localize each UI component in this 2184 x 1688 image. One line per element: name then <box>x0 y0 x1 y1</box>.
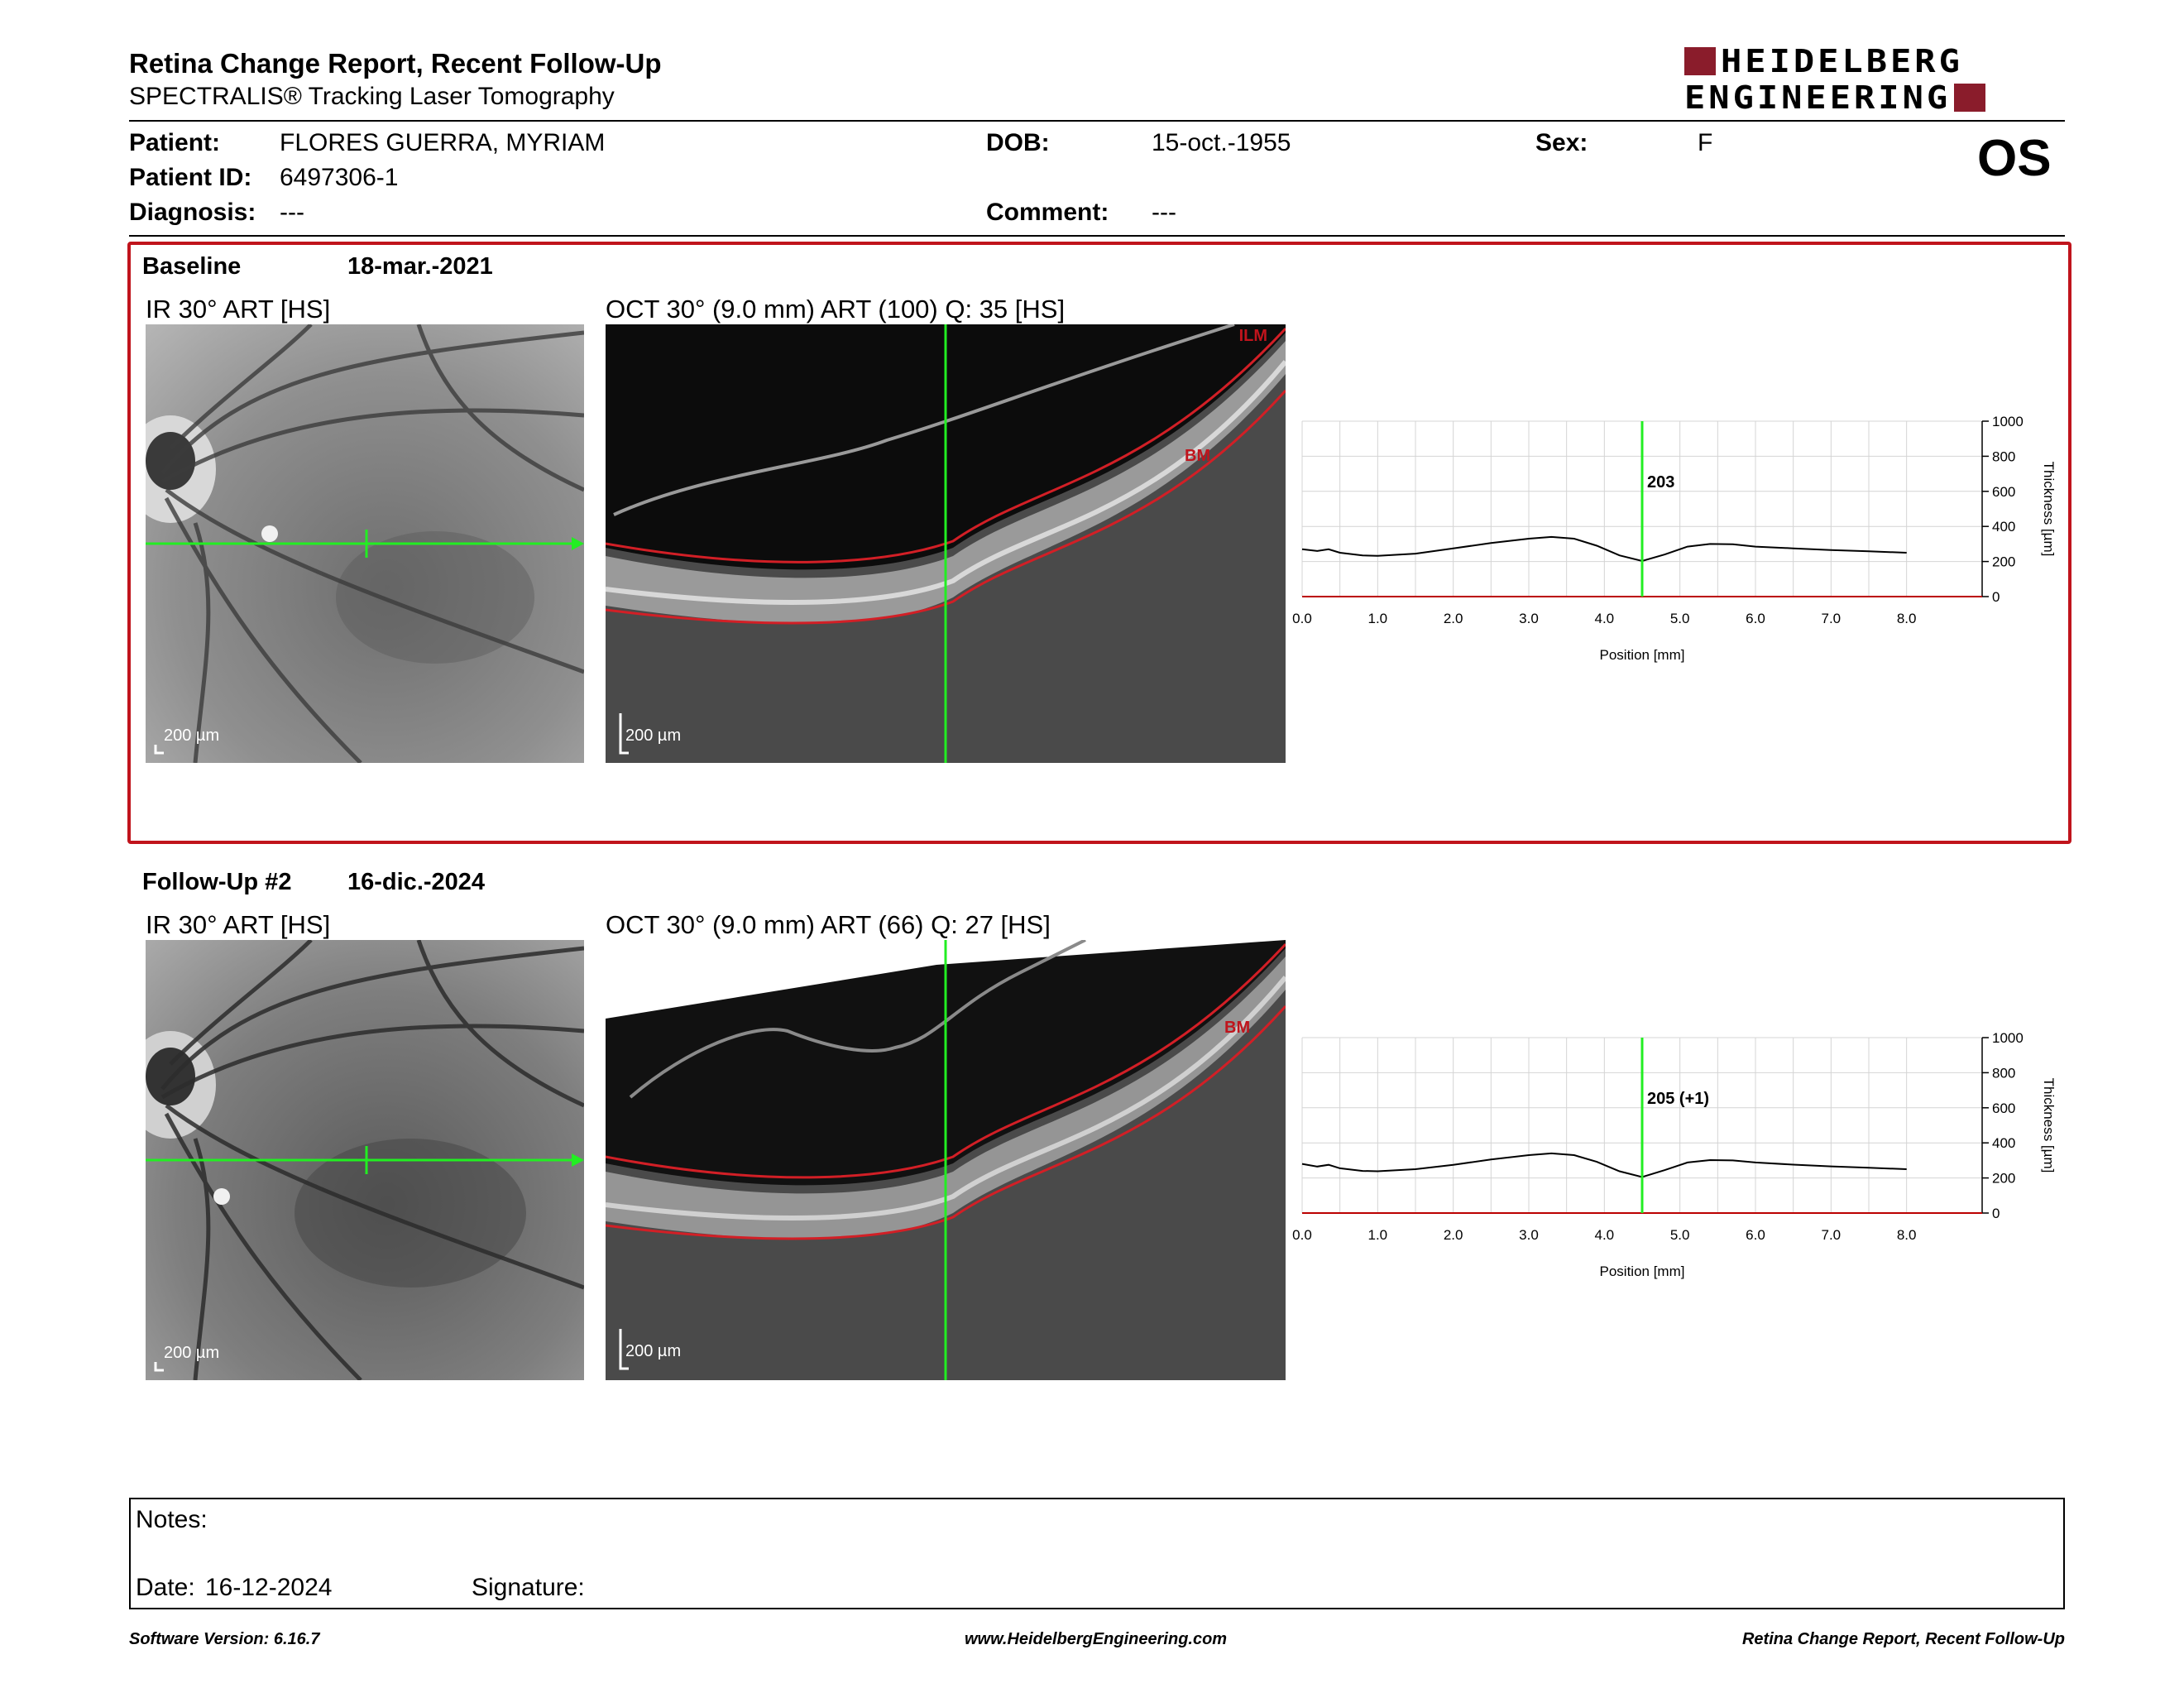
followup-date: 16-dic.-2024 <box>347 869 486 895</box>
baseline-x-tick-label: 8.0 <box>1897 611 1917 626</box>
followup-marker-label: 205 (+1) <box>1647 1090 1709 1108</box>
baseline-label: Baseline <box>142 253 242 280</box>
baseline-thickness-line <box>1301 535 1907 563</box>
followup-ir-title: IR 30° ART [HS] <box>146 910 331 939</box>
followup-y-tick-label: 200 <box>1992 1171 2015 1187</box>
followup-x-tick-label: 6.0 <box>1746 1227 1765 1243</box>
baseline-x-tick-label: 3.0 <box>1519 611 1539 626</box>
dob-value: 15-oct.-1955 <box>1152 129 1291 156</box>
report-subtitle: SPECTRALIS® Tracking Laser Tomography <box>129 83 615 110</box>
baseline-marker-label: 203 <box>1647 473 1674 492</box>
baseline-x-tick-label: 0.0 <box>1292 611 1312 626</box>
notes-label: Notes: <box>136 1506 208 1533</box>
diagnosis-label: Diagnosis: <box>129 199 256 226</box>
followup-x-tick-label: 4.0 <box>1595 1227 1615 1243</box>
followup-thickness-chart: 0 200 400 600 800 1000 0.0 1.0 2.0 3.0 4.0 5.0 6.0 7.… <box>1292 1030 2057 1279</box>
baseline-x-tick-label: 7.0 <box>1822 611 1842 626</box>
followup-y-tick-label: 1000 <box>1992 1030 2024 1046</box>
comment-value: --- <box>1152 199 1176 226</box>
baseline-y-tick-label: 600 <box>1992 484 2015 500</box>
followup-y-tick-label: 800 <box>1992 1065 2015 1081</box>
report-title: Retina Change Report, Recent Follow-Up <box>129 48 662 79</box>
logo-square-icon <box>1954 84 1986 112</box>
patient-name: FLORES GUERRA, MYRIAM <box>280 129 606 156</box>
baseline-y-tick-label: 0 <box>1992 589 2000 605</box>
diagnosis-value: --- <box>280 199 304 226</box>
info-divider <box>129 235 2065 237</box>
baseline-panel <box>127 242 2071 844</box>
patient-label: Patient: <box>129 129 221 156</box>
notes-box[interactable]: Notes: Date: 16-12-2024 Signature: <box>129 1498 2065 1609</box>
logo-line2: ENGINEERING <box>1684 79 1952 117</box>
header-divider <box>129 120 2065 122</box>
sex-label: Sex: <box>1535 129 1588 156</box>
baseline-ir-image: 200 µm <box>146 324 584 763</box>
heidelberg-logo: HEIDELBERG ENGINEERING <box>1684 43 2068 116</box>
baseline-y-tick-label: 1000 <box>1992 414 2024 429</box>
eye-indicator: OS <box>1977 130 2052 187</box>
followup-x-tick-label: 2.0 <box>1444 1227 1463 1243</box>
baseline-y-tick-label: 200 <box>1992 554 2015 570</box>
followup-x-tick-label: 7.0 <box>1822 1227 1842 1243</box>
followup-ir-image: 200 µm <box>146 940 584 1380</box>
patient-id-label: Patient ID: <box>129 164 252 191</box>
dob-label: DOB: <box>986 129 1050 156</box>
followup-oct-image: BM 200 µm <box>606 940 1286 1380</box>
website-link[interactable]: www.HeidelbergEngineering.com <box>965 1630 1228 1648</box>
date-label: Date: <box>136 1574 195 1601</box>
software-version: Software Version: 6.16.7 <box>129 1630 320 1648</box>
footer-report-name: Retina Change Report, Recent Follow-Up <box>1741 1630 2065 1648</box>
followup-x-tick-label: 3.0 <box>1519 1227 1539 1243</box>
sex-value: F <box>1698 129 1713 156</box>
followup-x-tick-label: 1.0 <box>1368 1227 1388 1243</box>
followup-x-tick-label: 5.0 <box>1670 1227 1690 1243</box>
baseline-x-tick-label: 2.0 <box>1444 611 1463 626</box>
comment-label: Comment: <box>986 199 1109 226</box>
followup-ir-scale: 200 µm <box>164 1344 220 1362</box>
baseline-ir-scale: 200 µm <box>164 727 220 745</box>
followup-x-tick-label: 0.0 <box>1292 1227 1312 1243</box>
baseline-ilm-tag: ILM <box>1239 327 1267 345</box>
followup-y-tick-label: 400 <box>1992 1135 2015 1151</box>
baseline-y-tick-label: 400 <box>1992 519 2015 535</box>
baseline-y-axis-label: Thickness [µm] <box>2041 462 2057 557</box>
baseline-thickness-chart: 0 200 400 600 800 1000 0.0 1.0 2.0 3.0 4.0 5.0 6.0 7.… <box>1292 414 2057 663</box>
signature-label: Signature: <box>472 1574 585 1601</box>
baseline-x-tick-label: 5.0 <box>1670 611 1690 626</box>
logo-square-icon <box>1684 47 1716 75</box>
followup-y-axis-label: Thickness [µm] <box>2041 1078 2057 1173</box>
baseline-x-tick-label: 6.0 <box>1746 611 1765 626</box>
date-value: 16-12-2024 <box>205 1574 333 1601</box>
followup-oct-scale: 200 µm <box>625 1342 682 1360</box>
baseline-x-tick-label: 4.0 <box>1595 611 1615 626</box>
patient-id: 6497306-1 <box>280 164 399 191</box>
baseline-ir-title: IR 30° ART [HS] <box>146 295 331 324</box>
logo-line1: HEIDELBERG <box>1721 42 1963 80</box>
baseline-oct-scale: 200 µm <box>625 727 682 745</box>
followup-label: Follow-Up #2 <box>142 869 292 895</box>
baseline-date: 18-mar.-2021 <box>347 253 493 280</box>
baseline-x-axis-label: Position [mm] <box>1600 647 1685 663</box>
followup-thickness-line <box>1301 1152 1907 1178</box>
baseline-x-tick-label: 1.0 <box>1368 611 1388 626</box>
followup-x-axis-label: Position [mm] <box>1600 1264 1685 1279</box>
followup-oct-title: OCT 30° (9.0 mm) ART (66) Q: 27 [HS] <box>606 910 1051 939</box>
followup-bm-tag: BM <box>1224 1019 1250 1037</box>
baseline-y-tick-label: 800 <box>1992 448 2015 464</box>
followup-y-tick-label: 600 <box>1992 1101 2015 1116</box>
baseline-bm-tag: BM <box>1185 447 1210 465</box>
followup-y-tick-label: 0 <box>1992 1206 2000 1221</box>
baseline-oct-image: ILM BM 200 µm <box>606 324 1286 763</box>
baseline-oct-title: OCT 30° (9.0 mm) ART (100) Q: 35 [HS] <box>606 295 1066 324</box>
followup-x-tick-label: 8.0 <box>1897 1227 1917 1243</box>
